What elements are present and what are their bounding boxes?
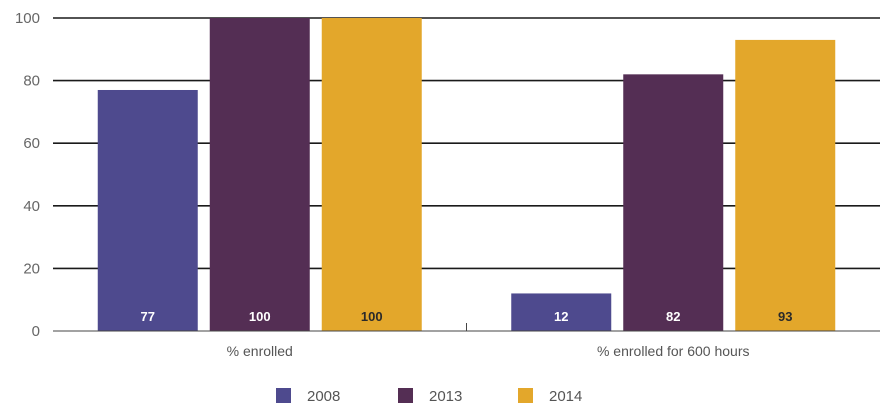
y-tick-label: 20	[23, 260, 40, 277]
y-tick-label: 100	[15, 10, 40, 27]
data-label: 100	[361, 309, 383, 324]
legend-swatch-2013	[398, 388, 413, 403]
legend-swatch-2008	[276, 388, 291, 403]
legend-label: 2014	[549, 388, 582, 405]
category-label: % enrolled	[227, 343, 293, 359]
legend: 2008 2013 2014	[276, 388, 582, 405]
bar-2014	[735, 39, 836, 331]
bar-2013	[209, 18, 310, 331]
bar-2008	[97, 89, 198, 332]
y-tick-label: 0	[32, 323, 40, 340]
x-axis	[53, 323, 880, 332]
bar-2008	[511, 293, 612, 331]
data-label: 77	[141, 309, 155, 324]
data-label: 93	[778, 309, 792, 324]
bar-2014	[321, 18, 422, 331]
category-labels: % enrolled % enrolled for 600 hours	[227, 343, 750, 359]
y-tick-label: 60	[23, 135, 40, 152]
category-label: % enrolled for 600 hours	[597, 343, 750, 359]
legend-label: 2008	[307, 388, 340, 405]
legend-swatch-2014	[518, 388, 533, 403]
data-labels: 77 100 100 12 82 93	[141, 309, 793, 324]
y-tick-label: 80	[23, 73, 40, 90]
data-label: 12	[554, 309, 568, 324]
legend-label: 2013	[429, 388, 462, 405]
data-label: 82	[666, 309, 680, 324]
bars	[97, 18, 836, 332]
data-label: 100	[249, 309, 271, 324]
bar-2013	[623, 74, 724, 331]
y-axis-ticks: 0 20 40 60 80 100	[15, 10, 40, 340]
y-tick-label: 40	[23, 198, 40, 215]
